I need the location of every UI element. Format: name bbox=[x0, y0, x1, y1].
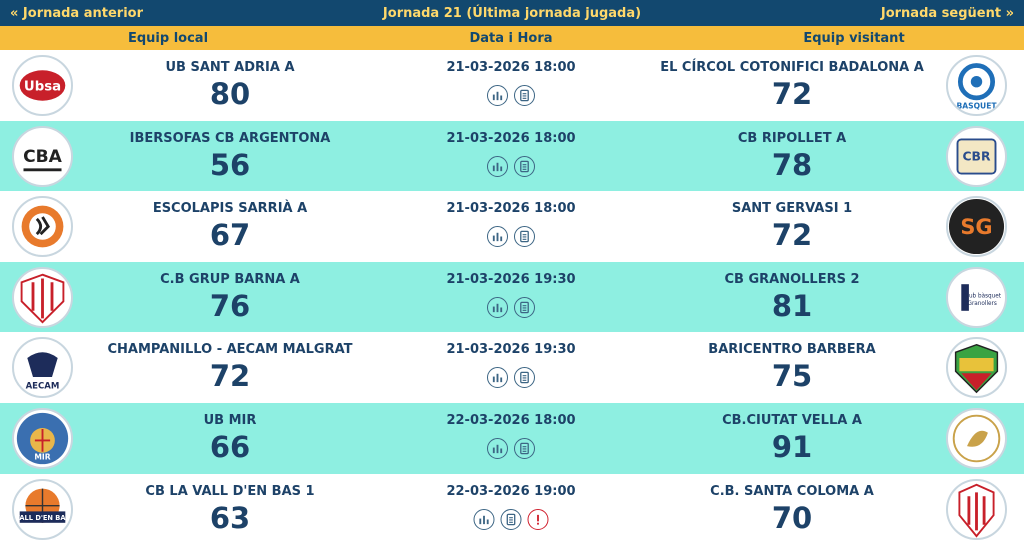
match-date-time: 21-03-2026 18:00 bbox=[446, 60, 576, 75]
home-team-header: Equip local bbox=[127, 31, 209, 46]
away-team-logo[interactable]: BASQUET bbox=[946, 55, 1007, 116]
match-row: AECAM CHAMPANILLO - AECAM MALGRAT 72 21-… bbox=[0, 332, 1024, 403]
home-team-logo[interactable]: MIR bbox=[12, 407, 73, 469]
svg-text:SG: SG bbox=[960, 215, 992, 239]
home-team-name[interactable]: IBERSOFAS CB ARGENTONA bbox=[129, 130, 331, 146]
home-team-name[interactable]: UB MIR bbox=[203, 412, 257, 428]
home-team-name[interactable]: C.B GRUP BARNA A bbox=[160, 271, 300, 287]
match-actions bbox=[487, 155, 535, 177]
svg-text:Club bàsquet: Club bàsquet bbox=[963, 292, 1001, 299]
home-team-logo[interactable]: Ubsa bbox=[12, 55, 73, 116]
document-icon[interactable] bbox=[514, 85, 535, 106]
away-team-score: 72 bbox=[771, 77, 813, 111]
home-team-name[interactable]: CHAMPANILLO - AECAM MALGRAT bbox=[107, 342, 353, 358]
match-actions bbox=[487, 226, 535, 248]
svg-text:VALL D'EN BAS: VALL D'EN BAS bbox=[15, 514, 71, 522]
away-team-name[interactable]: CB RIPOLLET A bbox=[737, 130, 847, 146]
home-team-score: 66 bbox=[209, 429, 251, 464]
svg-text:Ubsa: Ubsa bbox=[24, 79, 61, 94]
away-team-logo[interactable]: Club bàsquet Granollers bbox=[946, 266, 1007, 328]
away-team-score: 78 bbox=[771, 147, 813, 182]
next-round-link[interactable]: Jornada següent » bbox=[880, 5, 1014, 21]
away-team-score: 75 bbox=[771, 359, 813, 394]
away-team-logo[interactable] bbox=[946, 478, 1007, 540]
document-icon[interactable] bbox=[500, 508, 522, 530]
home-team-name[interactable]: UB SANT ADRIA A bbox=[165, 60, 295, 75]
away-team-logo[interactable] bbox=[946, 407, 1007, 469]
away-team-logo[interactable]: CBR bbox=[946, 125, 1007, 187]
stats-icon[interactable] bbox=[487, 85, 508, 106]
svg-text:MIR: MIR bbox=[34, 452, 50, 461]
match-row: Ubsa UB SANT ADRIA A 80 21-03-2026 18:00… bbox=[0, 50, 1024, 121]
alert-icon[interactable] bbox=[527, 508, 549, 530]
match-date-time: 21-03-2026 19:30 bbox=[446, 271, 576, 287]
home-team-score: 80 bbox=[209, 77, 251, 111]
home-team-logo[interactable]: CBA bbox=[12, 125, 73, 187]
away-team-name[interactable]: CB GRANOLLERS 2 bbox=[724, 271, 860, 287]
document-icon[interactable] bbox=[514, 296, 535, 318]
away-team-logo[interactable] bbox=[946, 337, 1007, 399]
away-team-name[interactable]: BARICENTRO BARBERA bbox=[708, 342, 876, 358]
match-row: C.B GRUP BARNA A 76 21-03-2026 19:30 CB … bbox=[0, 261, 1024, 333]
previous-round-link[interactable]: « Jornada anterior bbox=[10, 5, 144, 21]
svg-text:AECAM: AECAM bbox=[26, 382, 60, 392]
stats-icon[interactable] bbox=[487, 367, 508, 389]
away-team-score: 70 bbox=[771, 500, 813, 535]
away-team-name[interactable]: C.B. SANTA COLOMA A bbox=[710, 483, 874, 499]
svg-text:BASQUET: BASQUET bbox=[956, 101, 997, 110]
away-team-header: Equip visitant bbox=[803, 31, 905, 46]
match-date-time: 21-03-2026 18:00 bbox=[446, 201, 576, 217]
date-time-header: Data i Hora bbox=[469, 31, 553, 46]
home-team-score: 56 bbox=[209, 147, 251, 182]
round-navigation-bar: « Jornada anterior Jornada 21 (Última jo… bbox=[0, 0, 1024, 26]
away-team-score: 81 bbox=[771, 288, 813, 323]
stats-icon[interactable] bbox=[487, 155, 508, 177]
away-team-name[interactable]: SANT GERVASI 1 bbox=[731, 201, 853, 217]
match-date-time: 21-03-2026 19:30 bbox=[446, 342, 576, 358]
document-icon[interactable] bbox=[514, 437, 535, 459]
home-team-score: 67 bbox=[209, 218, 251, 253]
match-row: VALL D'EN BAS CB LA VALL D'EN BAS 1 63 2… bbox=[0, 474, 1024, 545]
home-team-score: 72 bbox=[209, 359, 251, 394]
document-icon[interactable] bbox=[514, 155, 535, 177]
stats-icon[interactable] bbox=[487, 437, 508, 459]
round-title: Jornada 21 (Última jornada jugada) bbox=[382, 5, 642, 21]
match-actions bbox=[487, 437, 535, 459]
home-team-name[interactable]: ESCOLAPIS SARRIÀ A bbox=[152, 201, 308, 217]
match-actions bbox=[487, 367, 535, 389]
column-header-bar: Equip local Data i Hora Equip visitant bbox=[0, 26, 1024, 50]
match-actions bbox=[473, 508, 549, 530]
stats-icon[interactable] bbox=[487, 296, 508, 318]
match-date-time: 21-03-2026 18:00 bbox=[446, 130, 576, 146]
match-row: ESCOLAPIS SARRIÀ A 67 21-03-2026 18:00 S… bbox=[0, 191, 1024, 262]
stats-icon[interactable] bbox=[473, 508, 495, 530]
document-icon[interactable] bbox=[514, 226, 535, 248]
home-team-logo[interactable]: AECAM bbox=[12, 337, 73, 399]
match-actions bbox=[487, 85, 535, 106]
match-date-time: 22-03-2026 19:00 bbox=[446, 483, 576, 499]
match-actions bbox=[487, 296, 535, 318]
svg-text:CBA: CBA bbox=[23, 147, 63, 167]
away-team-score: 72 bbox=[771, 218, 813, 253]
home-team-name[interactable]: CB LA VALL D'EN BAS 1 bbox=[145, 483, 315, 499]
document-icon[interactable] bbox=[514, 367, 535, 389]
away-team-score: 91 bbox=[771, 429, 813, 464]
svg-text:CBR: CBR bbox=[963, 149, 991, 163]
stats-icon[interactable] bbox=[487, 226, 508, 248]
match-date-time: 22-03-2026 18:00 bbox=[446, 412, 576, 428]
home-team-score: 63 bbox=[209, 500, 251, 535]
match-list: Ubsa UB SANT ADRIA A 80 21-03-2026 18:00… bbox=[0, 50, 1024, 544]
away-team-name[interactable]: CB.CIUTAT VELLA A bbox=[722, 412, 862, 428]
home-team-logo[interactable]: VALL D'EN BAS bbox=[12, 478, 73, 540]
svg-text:Granollers: Granollers bbox=[968, 301, 997, 307]
away-team-name[interactable]: EL CÍRCOL COTONIFICI BADALONA A bbox=[660, 60, 924, 75]
home-team-logo[interactable] bbox=[12, 266, 73, 328]
match-row: MIR UB MIR 66 22-03-2026 18:00 CB.CIUTAT… bbox=[0, 402, 1024, 474]
match-row: CBA IBERSOFAS CB ARGENTONA 56 21-03-2026… bbox=[0, 120, 1024, 192]
home-team-logo[interactable] bbox=[12, 196, 73, 258]
away-team-logo[interactable]: SG bbox=[946, 196, 1007, 258]
home-team-score: 76 bbox=[209, 288, 251, 323]
